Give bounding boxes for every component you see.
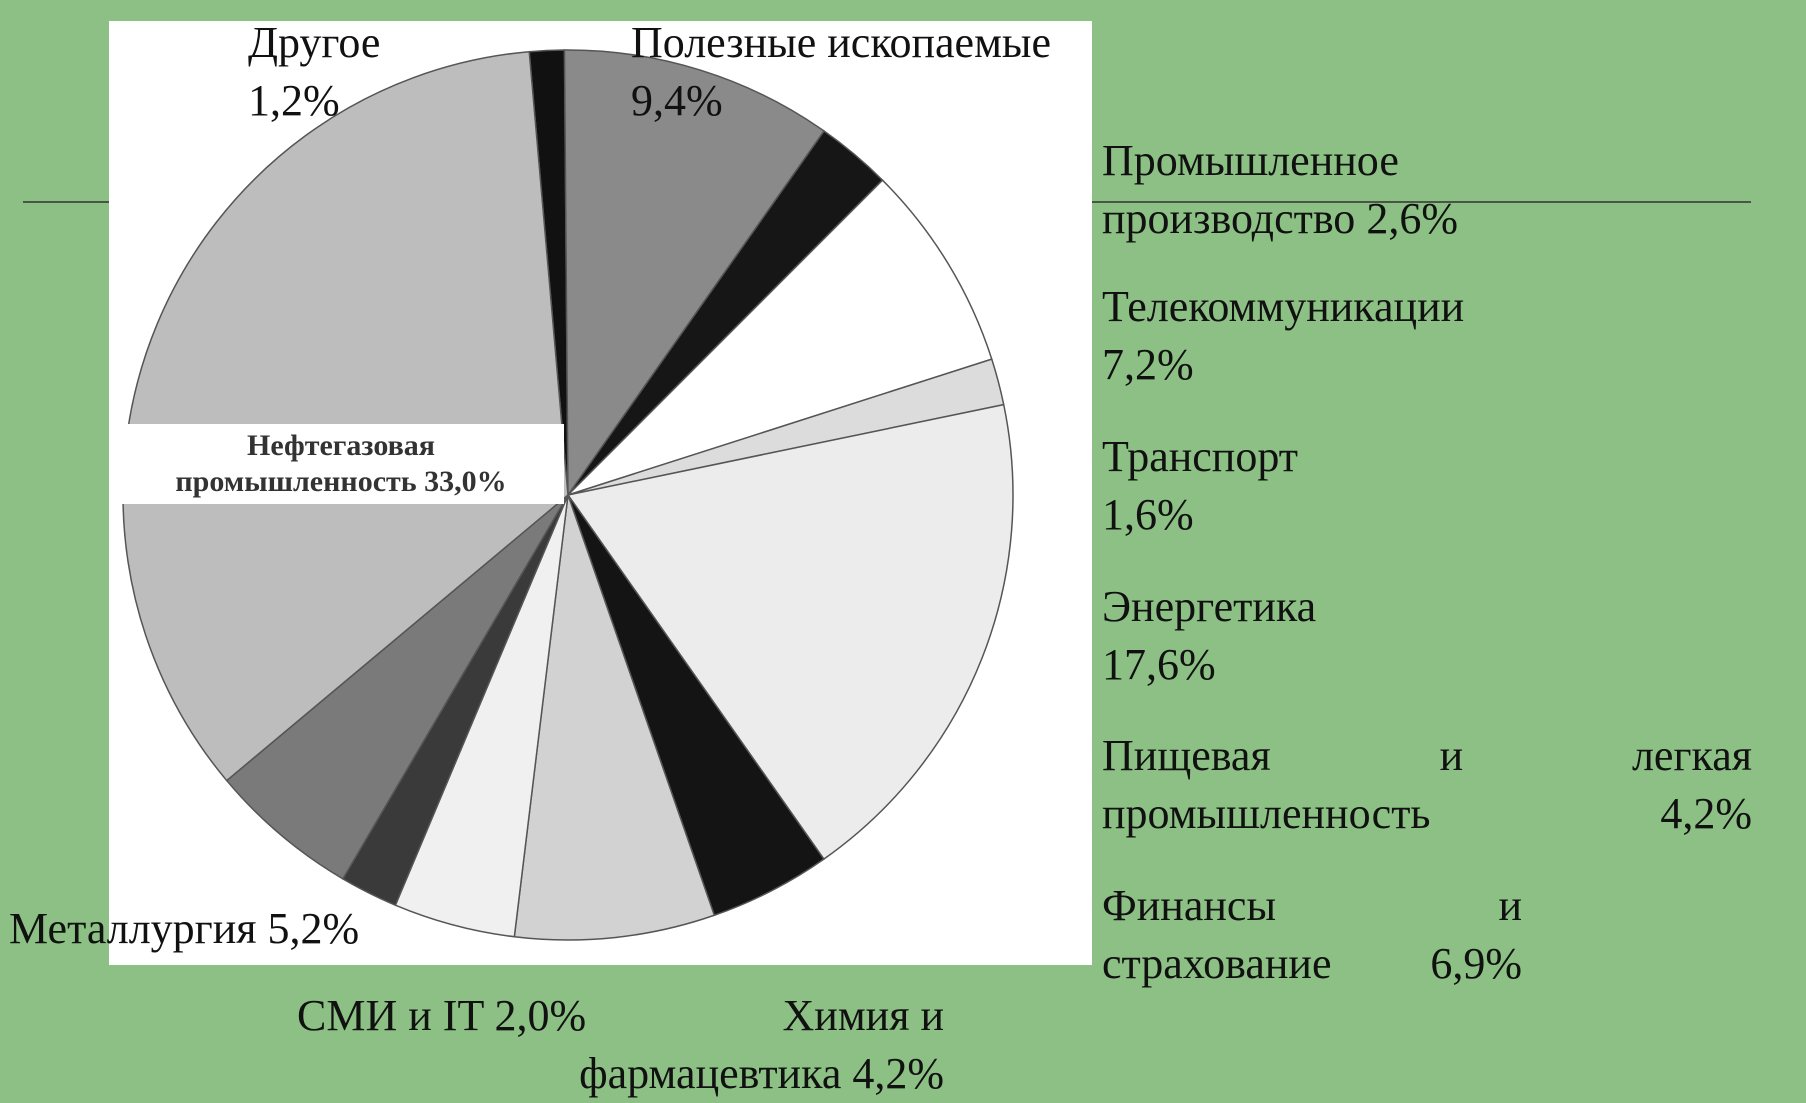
category-name: Металлургия — [9, 904, 257, 953]
slice-label: Телекоммуникации 7,2% — [1102, 278, 1662, 394]
value-label: 9,4% — [631, 76, 723, 125]
slice-label: Пищевая и легкая промышленность 4,2% — [1102, 727, 1752, 843]
value-label: 7,2% — [1102, 340, 1194, 389]
slice-label: Металлургия 5,2% — [9, 900, 509, 958]
category-name: Пищевая и легкая промышленность — [1102, 731, 1752, 838]
slice-label: Энергетика 17,6% — [1102, 578, 1502, 694]
slice-label: Промышленное производство 2,6% — [1102, 132, 1662, 248]
value-label: 2,0% — [494, 991, 587, 1040]
value-label: 6,9% — [1430, 939, 1522, 988]
category-name: Нефтегазовая промышленность — [175, 429, 435, 498]
pie-slice — [122, 50, 569, 782]
pie-slice — [566, 403, 1014, 861]
value-label: 4,2% — [1660, 789, 1752, 838]
slice-label: Финансы и страхование 6,9% — [1102, 877, 1522, 993]
category-name: Телекоммуникации — [1102, 282, 1465, 331]
category-name: Транспорт — [1102, 432, 1299, 481]
category-name: Промышленное производство — [1102, 136, 1399, 243]
value-label: 33,0% — [424, 465, 507, 498]
category-name: Энергетика — [1102, 582, 1317, 631]
value-label: 1,2% — [248, 76, 340, 125]
value-label: 5,2% — [267, 904, 360, 953]
value-label: 17,6% — [1102, 640, 1216, 689]
value-label: 1,6% — [1102, 490, 1194, 539]
slice-label: Транспорт 1,6% — [1102, 428, 1502, 544]
value-label: 4,2% — [852, 1049, 944, 1098]
slice-label: Химия и фармацевтика 4,2% — [530, 987, 944, 1103]
category-name: Другое — [248, 18, 381, 67]
pie-slice — [567, 179, 993, 496]
pie-slice — [225, 494, 569, 880]
category-name: Химия и фармацевтика — [579, 991, 944, 1098]
category-name: СМИ и IT — [297, 991, 484, 1040]
slice-label: Полезные ископаемые 9,4% — [631, 14, 1101, 130]
category-name: Финансы и страхование — [1102, 881, 1522, 988]
slice-label: Нефтегазовая промышленность 33,0% — [118, 424, 564, 504]
slice-label: Другое 1,2% — [248, 14, 468, 130]
slice-label: СМИ и IT 2,0% — [297, 987, 717, 1045]
value-label: 2,6% — [1366, 194, 1458, 243]
category-name: Полезные ископаемые — [631, 18, 1051, 67]
pie-slice — [513, 494, 716, 941]
pie-slice — [563, 49, 826, 498]
